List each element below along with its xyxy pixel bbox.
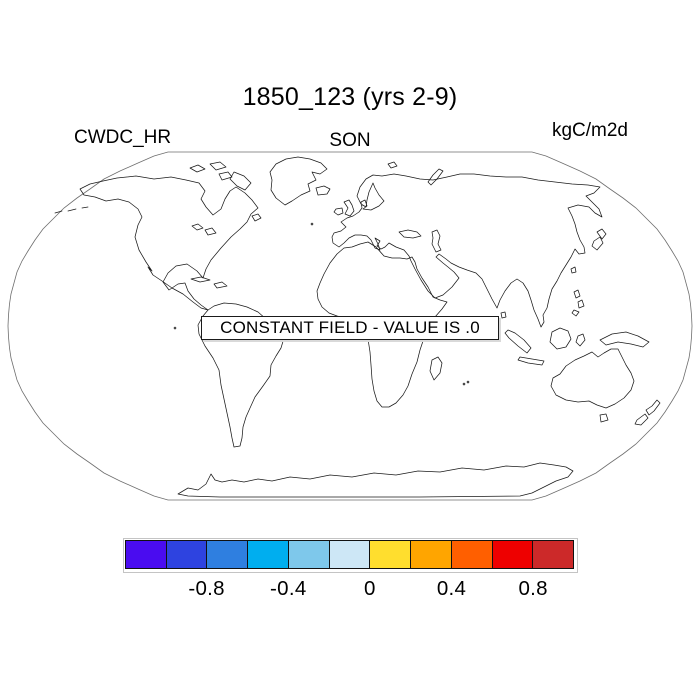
world-map-svg — [7, 151, 693, 501]
colorbar-tick-label: -0.8 — [188, 577, 225, 600]
variable-label: CWDC_HR — [74, 127, 172, 148]
colorbar-cell — [166, 541, 208, 568]
season-label: SON — [329, 130, 371, 151]
colorbar-tick-label: 0.8 — [518, 577, 548, 600]
coastlines — [54, 156, 661, 498]
colorbar-cell — [207, 541, 249, 568]
colorbar-cell — [533, 541, 574, 568]
colorbar-cell — [370, 541, 412, 568]
map-boundary — [7, 151, 693, 501]
colorbar — [125, 540, 574, 569]
colorbar-tick-label: 0 — [364, 577, 376, 600]
colorbar-cell — [126, 541, 167, 568]
colorbar-cell — [492, 541, 534, 568]
units-label: kgC/m2d — [551, 120, 628, 141]
colorbar-cell — [288, 541, 330, 568]
colorbar-cell — [248, 541, 289, 568]
colorbar-cell — [451, 541, 493, 568]
colorbar-tick-labels: -0.8 -0.4 0 0.4 0.8 — [125, 577, 574, 603]
colorbar-tick-label: 0.4 — [436, 577, 467, 600]
plot-title: 1850_123 (yrs 2-9) — [242, 83, 458, 111]
colorbar-tick-label: -0.4 — [270, 577, 307, 600]
world-map — [0, 150, 700, 512]
colorbar-frame — [123, 538, 578, 573]
colorbar-cell — [329, 541, 371, 568]
constant-field-annotation: CONSTANT FIELD - VALUE IS .0 — [201, 316, 499, 340]
colorbar-cell — [411, 541, 452, 568]
